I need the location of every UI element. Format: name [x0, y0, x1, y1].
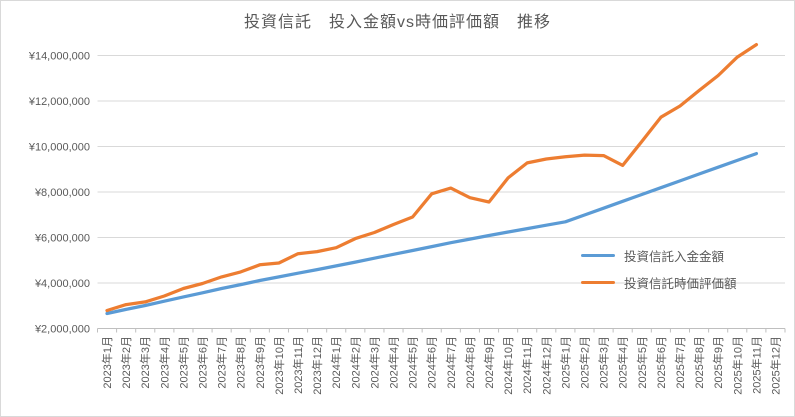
x-tick-label: 2024年2月 [348, 336, 362, 389]
chart-title: 投資信託 投入金額vs時価評価額 推移 [243, 14, 551, 31]
x-tick-label: 2023年10月 [272, 336, 286, 395]
x-tick-label: 2023年6月 [196, 336, 210, 389]
chart-legend: 投資信託入金金額 投資信託時価評価額 [581, 246, 737, 292]
x-tick-label: 2024年3月 [367, 336, 381, 389]
y-tick-label: ¥6,000,000 [34, 233, 90, 245]
x-tick-label: 2023年1月 [100, 336, 114, 389]
x-tick-label: 2024年11月 [520, 336, 534, 394]
x-tick-label: 2024年12月 [539, 336, 553, 395]
y-tick-label: ¥4,000,000 [34, 278, 90, 290]
x-tick-label: 2025年6月 [654, 336, 668, 389]
x-tick-label: 2025年5月 [635, 336, 649, 389]
y-tick-label: ¥10,000,000 [28, 142, 90, 154]
x-tick-label: 2025年11月 [749, 336, 763, 394]
x-tick-label: 2024年8月 [463, 336, 477, 389]
x-tick-label: 2024年7月 [444, 336, 458, 389]
legend-item-deposit: 投資信託入金金額 [581, 246, 737, 265]
legend-label-market-value: 投資信託時価評価額 [624, 277, 737, 291]
x-tick-label: 2023年9月 [253, 336, 267, 389]
x-tick-label: 2023年11月 [291, 336, 305, 394]
x-tick-label: 2025年2月 [577, 336, 591, 389]
x-tick-label: 2023年8月 [234, 336, 248, 389]
x-tick-label: 2024年4月 [387, 336, 401, 389]
x-tick-label: 2025年7月 [673, 336, 687, 389]
x-tick-label: 2024年10月 [501, 336, 515, 395]
legend-line-sample-orange [581, 281, 615, 284]
x-tick-label: 2023年4月 [157, 336, 171, 389]
y-tick-label: ¥2,000,000 [34, 324, 90, 336]
series-line-deposit [105, 151, 759, 316]
y-tick-label: ¥12,000,000 [28, 96, 90, 108]
x-tick-label: 2025年3月 [597, 336, 611, 389]
x-tick-label: 2023年2月 [119, 336, 133, 389]
x-tick-label: 2025年4月 [616, 336, 630, 389]
legend-line-sample-blue [581, 254, 615, 257]
x-tick-label: 2025年9月 [711, 336, 725, 389]
x-tick-label: 2025年10月 [730, 336, 744, 395]
legend-label-deposit: 投資信託入金金額 [624, 250, 725, 264]
y-tick-label: ¥14,000,000 [28, 51, 90, 63]
x-tick-label: 2024年1月 [329, 336, 343, 389]
x-tick-label: 2024年5月 [406, 336, 420, 389]
x-tick-label: 2025年1月 [558, 336, 572, 389]
x-tick-label: 2023年12月 [310, 336, 324, 395]
x-tick-label: 2025年8月 [692, 336, 706, 389]
x-tick-label: 2023年5月 [176, 336, 190, 389]
series-line-market-value [105, 42, 759, 313]
x-tick-label: 2025年12月 [768, 336, 782, 395]
x-tick-label: 2024年6月 [425, 336, 439, 389]
x-tick-label: 2024年9月 [482, 336, 496, 389]
x-tick-label: 2023年7月 [215, 336, 229, 389]
x-tick-label: 2023年3月 [138, 336, 152, 389]
legend-item-market-value: 投資信託時価評価額 [581, 273, 737, 292]
y-tick-label: ¥8,000,000 [34, 187, 90, 199]
